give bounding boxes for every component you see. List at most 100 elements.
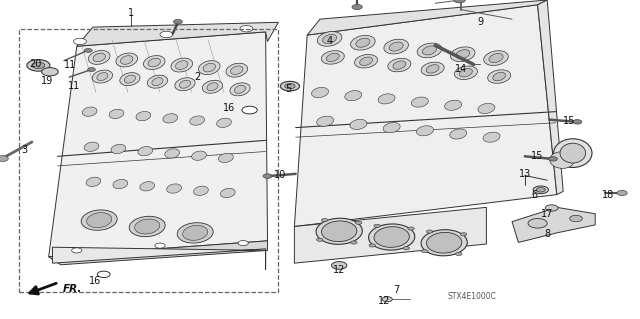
Circle shape xyxy=(238,241,248,246)
Ellipse shape xyxy=(369,224,415,250)
Ellipse shape xyxy=(148,58,161,67)
Text: 16: 16 xyxy=(88,276,101,286)
Text: 8: 8 xyxy=(544,229,550,240)
Text: STX4E1000C: STX4E1000C xyxy=(448,292,497,300)
Polygon shape xyxy=(294,207,486,263)
Ellipse shape xyxy=(488,70,511,83)
Circle shape xyxy=(573,120,582,124)
Ellipse shape xyxy=(116,53,138,67)
Ellipse shape xyxy=(216,118,232,128)
Ellipse shape xyxy=(426,233,462,253)
Bar xyxy=(19,29,278,292)
Ellipse shape xyxy=(351,35,375,50)
Ellipse shape xyxy=(478,103,495,114)
Text: 12: 12 xyxy=(333,264,346,275)
Ellipse shape xyxy=(378,94,395,104)
Ellipse shape xyxy=(426,65,439,73)
Ellipse shape xyxy=(450,129,467,139)
Circle shape xyxy=(403,247,410,250)
Ellipse shape xyxy=(355,55,378,68)
Text: 19: 19 xyxy=(40,76,53,86)
Ellipse shape xyxy=(191,151,207,160)
Text: 4: 4 xyxy=(326,36,333,47)
Circle shape xyxy=(160,31,173,38)
Circle shape xyxy=(332,262,347,269)
Ellipse shape xyxy=(388,58,411,72)
Ellipse shape xyxy=(202,80,223,93)
Ellipse shape xyxy=(120,73,140,85)
Ellipse shape xyxy=(147,75,168,88)
Ellipse shape xyxy=(312,87,328,98)
Ellipse shape xyxy=(189,116,205,125)
Ellipse shape xyxy=(489,54,503,63)
Ellipse shape xyxy=(177,223,213,243)
Ellipse shape xyxy=(97,72,108,81)
Circle shape xyxy=(533,186,548,194)
Circle shape xyxy=(570,215,582,222)
Ellipse shape xyxy=(460,69,472,77)
Ellipse shape xyxy=(417,43,442,58)
Text: 13: 13 xyxy=(518,169,531,179)
Ellipse shape xyxy=(120,56,133,64)
Ellipse shape xyxy=(326,53,339,62)
Ellipse shape xyxy=(230,83,250,96)
Circle shape xyxy=(0,156,8,161)
Ellipse shape xyxy=(134,219,160,234)
Ellipse shape xyxy=(321,221,357,241)
Text: FR.: FR. xyxy=(63,284,82,294)
Ellipse shape xyxy=(451,47,475,62)
Ellipse shape xyxy=(226,63,248,77)
Circle shape xyxy=(42,68,58,76)
Circle shape xyxy=(263,174,272,178)
Ellipse shape xyxy=(316,218,362,244)
Ellipse shape xyxy=(484,51,508,65)
Ellipse shape xyxy=(179,80,191,88)
Polygon shape xyxy=(512,207,595,242)
Circle shape xyxy=(285,84,295,89)
Ellipse shape xyxy=(111,144,126,154)
Text: 2: 2 xyxy=(194,71,200,82)
Text: 17: 17 xyxy=(541,209,554,219)
Ellipse shape xyxy=(113,179,128,189)
Ellipse shape xyxy=(143,56,165,70)
Ellipse shape xyxy=(384,39,408,54)
Circle shape xyxy=(317,238,323,241)
Ellipse shape xyxy=(389,42,403,51)
Circle shape xyxy=(242,106,257,114)
Text: 12: 12 xyxy=(378,296,390,307)
Polygon shape xyxy=(77,22,278,46)
Ellipse shape xyxy=(230,66,243,75)
Circle shape xyxy=(426,230,433,233)
Circle shape xyxy=(528,219,547,228)
Ellipse shape xyxy=(454,66,477,79)
Ellipse shape xyxy=(175,61,188,70)
Circle shape xyxy=(408,227,414,230)
Circle shape xyxy=(27,60,50,71)
Circle shape xyxy=(351,241,357,244)
Text: 1: 1 xyxy=(128,8,134,18)
Ellipse shape xyxy=(193,186,209,196)
Ellipse shape xyxy=(171,58,193,72)
Polygon shape xyxy=(49,32,268,257)
Ellipse shape xyxy=(124,75,136,83)
Circle shape xyxy=(88,68,95,71)
Ellipse shape xyxy=(198,61,220,75)
Text: 5: 5 xyxy=(285,84,291,94)
Ellipse shape xyxy=(421,230,467,256)
Text: 14: 14 xyxy=(454,63,467,74)
Circle shape xyxy=(72,248,82,253)
Ellipse shape xyxy=(138,146,153,156)
Circle shape xyxy=(617,190,627,196)
Ellipse shape xyxy=(323,34,337,43)
Ellipse shape xyxy=(82,107,97,116)
Polygon shape xyxy=(49,241,268,265)
Ellipse shape xyxy=(92,70,113,83)
Circle shape xyxy=(74,38,86,45)
Ellipse shape xyxy=(554,139,592,167)
Polygon shape xyxy=(307,0,547,35)
Text: 15: 15 xyxy=(563,116,576,126)
Circle shape xyxy=(456,252,462,256)
Ellipse shape xyxy=(493,72,506,81)
Ellipse shape xyxy=(483,132,500,142)
Circle shape xyxy=(321,219,328,222)
